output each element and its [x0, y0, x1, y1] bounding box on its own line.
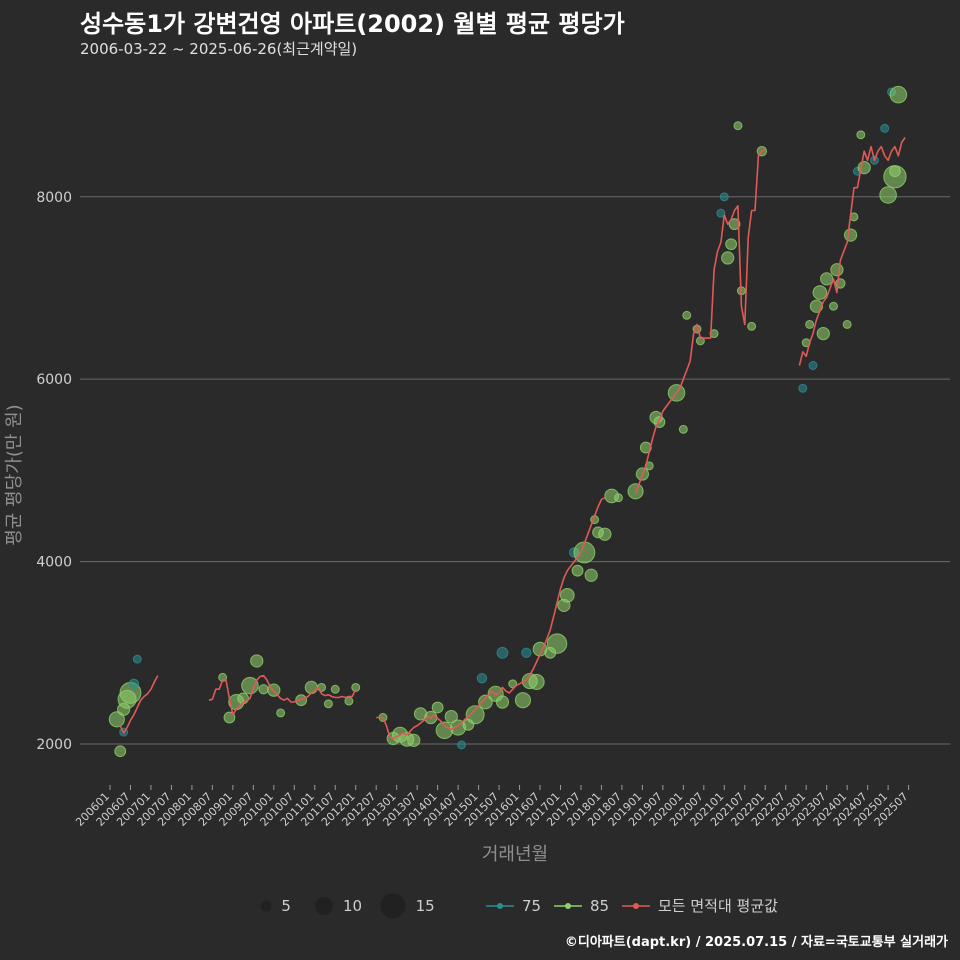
data-point-75	[476, 673, 488, 684]
legend-series-label: 75	[522, 897, 541, 915]
legend-series-label: 85	[590, 897, 609, 915]
grid-layer	[80, 196, 950, 745]
average-line-segment	[634, 148, 766, 494]
legend-size-label: 5	[281, 897, 291, 915]
data-point-85	[276, 708, 286, 718]
legend-size-5	[260, 900, 272, 912]
data-point-85	[571, 564, 584, 577]
data-point-85	[514, 692, 532, 709]
legend-series-dot	[497, 903, 503, 909]
data-point-85	[258, 684, 269, 695]
average-line-segment	[798, 137, 906, 366]
data-point-85	[733, 121, 743, 131]
data-point-85	[559, 587, 575, 603]
data-point-85	[465, 705, 485, 725]
data-point-85	[812, 285, 828, 300]
data-point-85	[747, 321, 757, 331]
data-point-85	[678, 424, 688, 434]
data-point-85	[725, 238, 738, 251]
data-point-75	[457, 740, 466, 750]
data-point-75	[719, 192, 729, 202]
data-point-75	[716, 208, 726, 218]
x-axis-title: 거래년월	[482, 844, 548, 865]
legend-series-dot	[633, 903, 639, 909]
data-point-85	[250, 654, 264, 668]
data-point-85	[721, 251, 735, 265]
data-point-85	[682, 310, 692, 320]
data-point-85	[304, 680, 318, 695]
data-point-85	[351, 682, 361, 692]
data-point-85	[809, 299, 824, 313]
legend-size-10	[315, 897, 333, 915]
legend-size-label: 10	[343, 897, 362, 915]
y-tick-label: 2000	[36, 737, 72, 753]
data-point-85	[508, 679, 518, 689]
y-axis-ticks: 2000 4000 6000 8000	[36, 190, 72, 753]
data-point-85	[407, 733, 421, 747]
legend-series-dot	[565, 903, 571, 909]
data-point-85	[843, 228, 858, 242]
chart-subtitle: 2006-03-22 ~ 2025-06-26(최근계약일)	[80, 40, 358, 58]
data-point-85	[728, 218, 741, 231]
data-point-85	[614, 493, 623, 503]
data-point-85	[829, 301, 838, 311]
points-layer	[108, 85, 908, 758]
data-point-85	[639, 441, 652, 454]
data-point-85	[478, 694, 493, 710]
chart-caption: ©디아파트(dapt.kr) / 2025.07.15 / 자료=국토교통부 실…	[564, 935, 948, 950]
data-point-75	[798, 383, 808, 393]
data-point-85	[598, 527, 612, 541]
data-point-75	[521, 647, 532, 658]
legend: 5 10 15 75 85 모든 면적대 평균값	[260, 893, 778, 919]
data-point-85	[584, 568, 598, 582]
y-tick-label: 4000	[36, 555, 72, 571]
data-point-85	[431, 701, 444, 714]
data-point-85	[444, 709, 458, 724]
data-point-75	[128, 678, 140, 689]
data-point-85	[108, 711, 125, 728]
data-point-85	[344, 696, 354, 706]
data-point-85	[889, 85, 908, 104]
data-point-75	[496, 646, 509, 659]
data-point-85	[528, 673, 545, 691]
legend-size-label: 15	[416, 897, 435, 915]
data-point-85	[830, 263, 844, 277]
line-layer	[119, 137, 906, 740]
data-point-75	[808, 361, 818, 370]
y-tick-label: 8000	[36, 190, 72, 206]
data-point-85	[295, 694, 308, 707]
legend-series-label: 모든 면적대 평균값	[658, 897, 778, 915]
data-point-85	[816, 326, 830, 341]
y-axis-title: 평균 평당가(만 원)	[4, 404, 25, 545]
average-line-segment	[119, 675, 159, 734]
data-point-85	[241, 676, 259, 695]
average-line-segment	[208, 674, 357, 716]
average-line-segment	[376, 496, 606, 740]
data-point-85	[820, 272, 834, 286]
y-tick-label: 6000	[36, 372, 72, 388]
x-axis-ticks: 2006012006072007012007072008012008072009…	[73, 785, 911, 829]
chart-title: 성수동1가 강변건영 아파트(2002) 월별 평균 평당가	[80, 10, 625, 38]
data-point-85	[879, 186, 897, 204]
data-point-85	[330, 684, 340, 694]
data-point-75	[880, 123, 890, 133]
data-point-85	[805, 320, 815, 329]
data-point-75	[132, 654, 142, 664]
data-point-85	[546, 633, 568, 654]
data-point-85	[856, 130, 866, 140]
legend-size-15	[380, 893, 406, 919]
data-point-85	[323, 699, 333, 709]
data-point-85	[889, 165, 901, 178]
data-point-85	[495, 695, 510, 709]
data-point-85	[842, 320, 852, 329]
data-point-85	[114, 745, 127, 758]
